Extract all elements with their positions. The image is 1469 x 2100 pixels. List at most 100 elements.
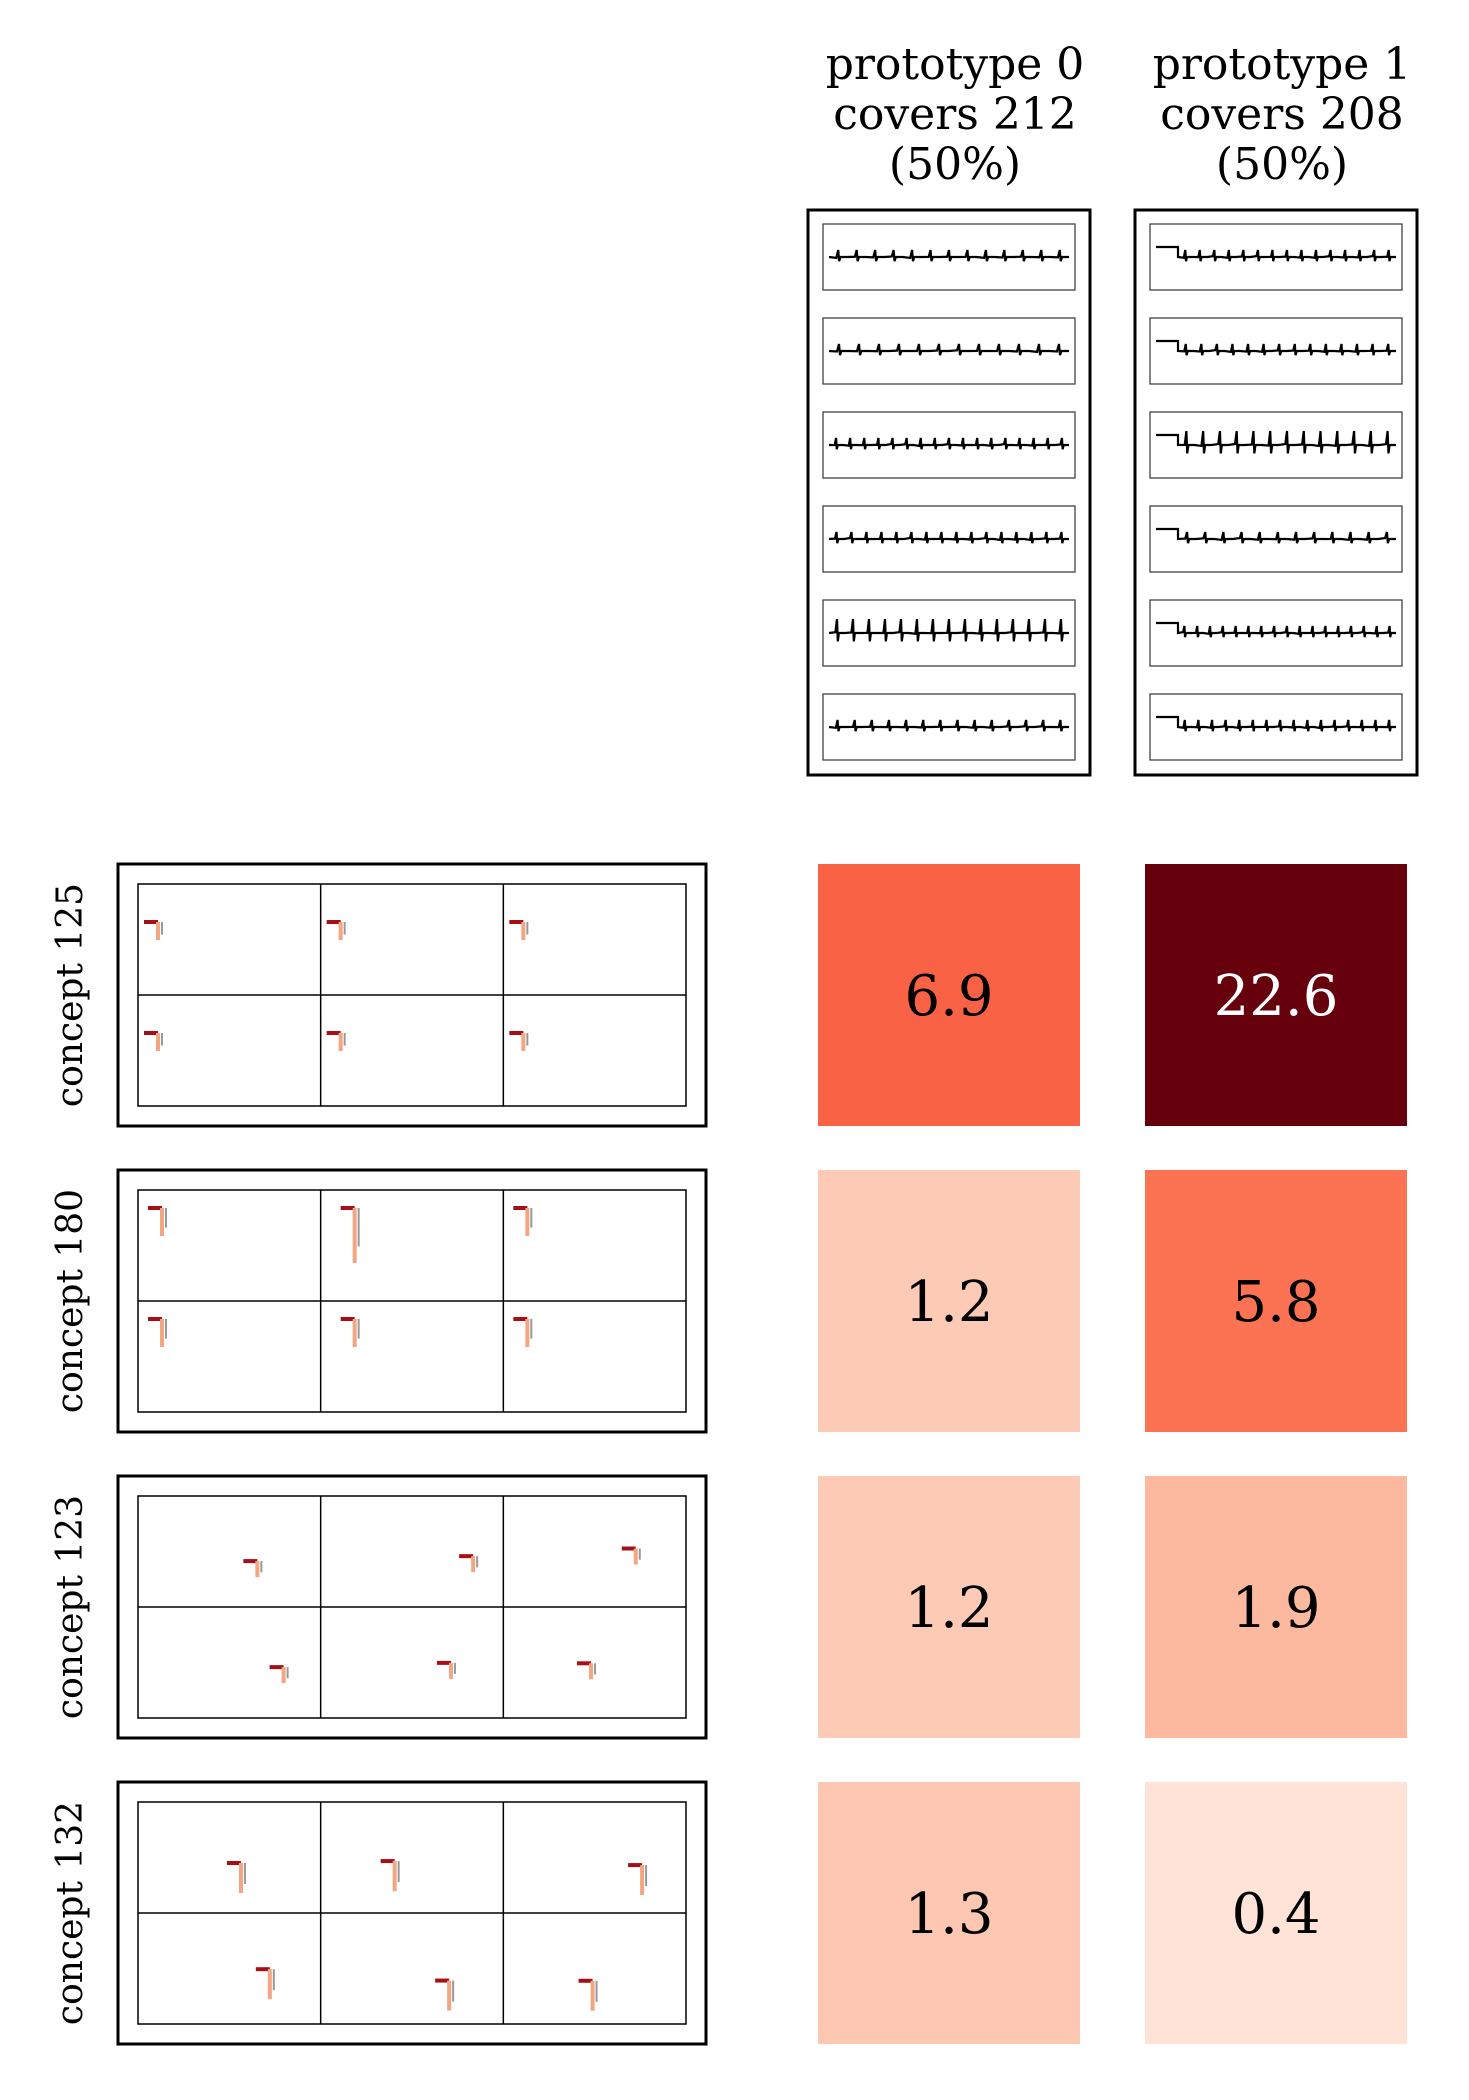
concept-0-mark-bar bbox=[326, 1031, 341, 1035]
concept-2-sample-mark bbox=[243, 1559, 263, 1578]
concept-2-mark-bar bbox=[436, 1660, 451, 1665]
concept-3-mark-bar bbox=[628, 1863, 643, 1868]
concept-3-sample-mark bbox=[226, 1861, 246, 1894]
concept-3-label: concept 132 bbox=[50, 1801, 91, 2025]
heat-cell-3-1 bbox=[1145, 1782, 1407, 2044]
heat-cell-value-0-0: 6.9 bbox=[904, 964, 993, 1029]
heat-cell-value-3-0: 1.3 bbox=[904, 1882, 993, 1947]
prototype-1-panel bbox=[1133, 208, 1419, 777]
concept-0-mark-bar bbox=[509, 920, 524, 924]
prototype-1-frame bbox=[1133, 208, 1419, 777]
prototype-0-series-1-line bbox=[828, 343, 1069, 356]
concept-0-sample-mark bbox=[509, 920, 529, 940]
concept-1-label: concept 180 bbox=[50, 1189, 91, 1413]
concept-2-frame bbox=[116, 1474, 708, 1740]
concept-2-mark-bar bbox=[269, 1665, 284, 1670]
concept-1-sample-mark bbox=[513, 1206, 533, 1236]
concept-1-sample-mark bbox=[148, 1317, 167, 1347]
concept-1-mark-bar bbox=[513, 1317, 528, 1321]
concept-1-mark-bar bbox=[148, 1317, 162, 1321]
concept-2-panel: concept 123 bbox=[50, 1474, 708, 1740]
concept-3-sample-mark bbox=[255, 1967, 275, 2000]
prototype-1-percent: (50%) bbox=[1215, 139, 1349, 190]
concept-2-sample-mark bbox=[269, 1665, 289, 1684]
concept-1-sample-mark bbox=[340, 1317, 360, 1347]
heat-cell-value-2-0: 1.2 bbox=[904, 1576, 993, 1641]
prototype-0-panel bbox=[806, 208, 1092, 777]
prototype-0-frame bbox=[806, 208, 1092, 777]
heat-cell-value-0-1: 22.6 bbox=[1214, 964, 1339, 1029]
prototype-0-header: prototype 0 covers 212 (50%) bbox=[805, 40, 1105, 190]
heat-cell-value-2-1: 1.9 bbox=[1231, 1576, 1320, 1641]
concept-0-mark-bar bbox=[144, 920, 158, 924]
concept-0-sample-mark bbox=[326, 1031, 346, 1051]
prototype-0-series-5-line bbox=[828, 719, 1069, 732]
concept-1-sample-mark bbox=[148, 1206, 167, 1236]
prototype-1-header: prototype 1 covers 208 (50%) bbox=[1132, 40, 1432, 190]
heat-cell-0-0 bbox=[818, 864, 1080, 1126]
concept-1-mark-bar bbox=[148, 1206, 162, 1210]
concept-3-sample-mark bbox=[380, 1859, 400, 1892]
concept-0-sample-mark bbox=[509, 1031, 529, 1051]
prototype-1-series-3-line bbox=[1156, 527, 1396, 544]
heat-cell-3-0 bbox=[818, 1782, 1080, 2044]
heat-cell-value-3-1: 0.4 bbox=[1231, 1882, 1320, 1947]
concept-0-sample-mark bbox=[326, 920, 346, 940]
concept-2-sample-mark bbox=[577, 1661, 597, 1680]
prototype-1-series-1-line bbox=[1156, 339, 1396, 356]
concept-1-sample-mark bbox=[340, 1206, 360, 1263]
concept-0-mark-bar bbox=[326, 920, 341, 924]
prototype-1-title: prototype 1 bbox=[1152, 39, 1412, 90]
concept-1-sample-mark bbox=[513, 1317, 533, 1347]
concept-1-mark-bar bbox=[340, 1206, 355, 1210]
concept-3-mark-bar bbox=[226, 1861, 241, 1866]
prototype-0-coverage: covers 212 bbox=[833, 89, 1077, 140]
prototype-1-series-4-line bbox=[1156, 621, 1396, 638]
concept-2-sample-mark bbox=[621, 1546, 641, 1565]
heat-cell-2-1 bbox=[1145, 1476, 1407, 1738]
concept-1-mark-bar bbox=[513, 1206, 528, 1210]
concept-1-frame bbox=[116, 1168, 708, 1434]
heat-cell-0-1 bbox=[1145, 864, 1407, 1126]
concept-2-mark-bar bbox=[243, 1559, 258, 1564]
prototype-0-series-2-line bbox=[828, 437, 1069, 450]
concept-2-sample-mark bbox=[459, 1554, 479, 1573]
concept-2-mark-bar bbox=[459, 1554, 474, 1559]
concept-0-sample-mark bbox=[144, 920, 163, 940]
concept-3-mark-bar bbox=[578, 1978, 593, 1983]
prototype-0-title: prototype 0 bbox=[825, 39, 1085, 90]
prototype-0-series-0-line bbox=[828, 249, 1069, 262]
concept-0-frame bbox=[116, 862, 708, 1128]
concept-0-mark-bar bbox=[144, 1031, 158, 1035]
concept-3-sample-mark bbox=[435, 1978, 455, 2011]
prototype-0-series-3-line bbox=[828, 531, 1069, 544]
heat-cell-1-0 bbox=[818, 1170, 1080, 1432]
prototype-1-series-0-line bbox=[1156, 245, 1396, 262]
prototype-panels bbox=[806, 208, 1419, 777]
concept-3-mark-bar bbox=[380, 1859, 395, 1864]
concept-2-mark-bar bbox=[577, 1661, 592, 1666]
concept-1-panel: concept 180 bbox=[50, 1168, 708, 1434]
prototype-1-coverage: covers 208 bbox=[1160, 89, 1404, 140]
prototype-1-series-2-line bbox=[1156, 430, 1396, 454]
concept-3-mark-bar bbox=[255, 1967, 270, 1972]
concept-3-sample-mark bbox=[578, 1978, 598, 2011]
heatmap-cells: 6.9 22.6 1.2 5.8 1.2 1.9 1.3 0.4 bbox=[818, 864, 1407, 2044]
prototype-1-series-5-line bbox=[1156, 715, 1396, 732]
concept-panels: concept 125 concept 180 concept 123 concept… bbox=[50, 862, 708, 2046]
concept-0-mark-bar bbox=[509, 1031, 524, 1035]
concept-0-sample-mark bbox=[144, 1031, 163, 1051]
heat-cell-value-1-1: 5.8 bbox=[1231, 1270, 1320, 1335]
heat-cell-value-1-0: 1.2 bbox=[904, 1270, 993, 1335]
concept-2-sample-mark bbox=[436, 1660, 456, 1679]
heat-cell-2-0 bbox=[818, 1476, 1080, 1738]
concept-2-label: concept 123 bbox=[50, 1495, 91, 1719]
concept-0-label: concept 125 bbox=[50, 883, 91, 1107]
concept-0-panel: concept 125 bbox=[50, 862, 708, 1128]
heat-cell-1-1 bbox=[1145, 1170, 1407, 1432]
concept-3-sample-mark bbox=[628, 1863, 648, 1896]
concept-3-panel: concept 132 bbox=[50, 1780, 708, 2046]
concept-1-mark-bar bbox=[340, 1317, 355, 1321]
concept-2-mark-bar bbox=[621, 1546, 636, 1551]
